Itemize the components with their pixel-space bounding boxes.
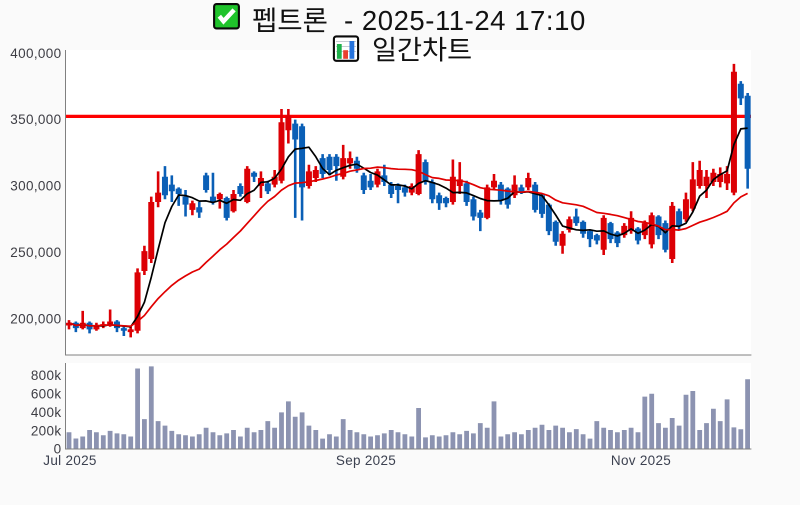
svg-text:800k: 800k [31, 368, 62, 383]
svg-text:400k: 400k [31, 405, 62, 420]
svg-text:0: 0 [54, 441, 62, 456]
svg-text:- 2025-11-24 17:10: - 2025-11-24 17:10 [344, 5, 586, 36]
svg-text:200,000: 200,000 [10, 311, 61, 326]
svg-text:200k: 200k [31, 424, 62, 439]
svg-text:250,000: 250,000 [10, 245, 61, 260]
svg-text:300,000: 300,000 [10, 179, 61, 194]
svg-text:Sep 2025: Sep 2025 [336, 453, 396, 468]
svg-text:Nov 2025: Nov 2025 [611, 453, 671, 468]
svg-text:600k: 600k [31, 386, 62, 401]
svg-text:350,000: 350,000 [10, 112, 61, 127]
svg-text:Jul 2025: Jul 2025 [43, 453, 96, 468]
svg-text:400,000: 400,000 [10, 46, 61, 61]
